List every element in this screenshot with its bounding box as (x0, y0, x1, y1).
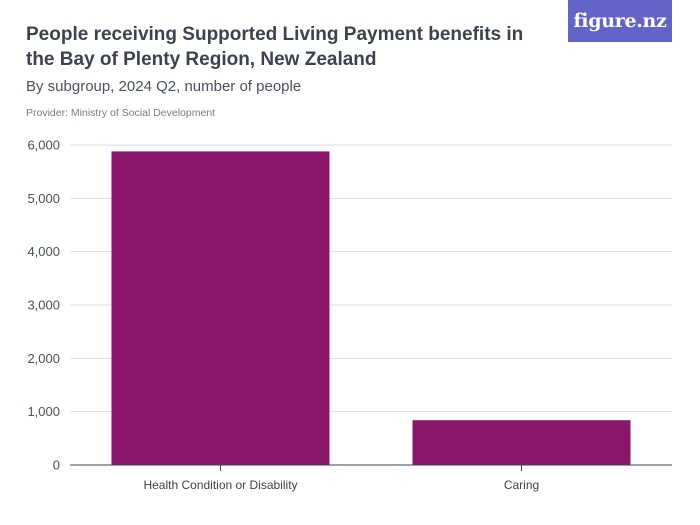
y-tick-label: 6,000 (27, 138, 60, 153)
y-tick-label: 4,000 (27, 244, 60, 259)
data-provider: Provider: Ministry of Social Development (26, 107, 216, 119)
y-tick-label: 0 (53, 458, 60, 473)
y-axis-tick-labels: 0 1,000 2,000 3,000 4,000 5,000 6,000 (27, 138, 60, 473)
bars (111, 151, 631, 465)
y-tick-label: 5,000 (27, 191, 60, 206)
bar[interactable] (111, 151, 330, 465)
x-axis: Health Condition or Disability Caring (70, 464, 672, 492)
x-tick-label: Health Condition or Disability (143, 478, 297, 492)
bar[interactable] (412, 420, 631, 465)
chart-title: People receiving Supported Living Paymen… (26, 24, 524, 70)
y-tick-label: 2,000 (27, 351, 60, 366)
figure-nz-logo[interactable]: figure.nz (568, 0, 672, 42)
chart-subtitle: By subgroup, 2024 Q2, number of people (26, 78, 302, 95)
x-tick-label: Caring (504, 478, 539, 492)
y-tick-label: 3,000 (27, 298, 60, 313)
y-tick-label: 1,000 (27, 404, 60, 419)
